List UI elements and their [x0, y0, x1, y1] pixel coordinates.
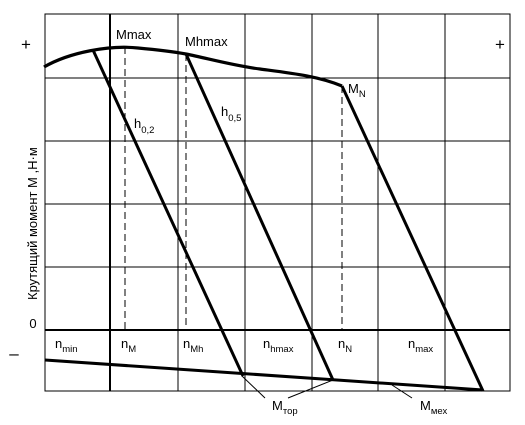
label-mhmax: Mhmax [185, 34, 228, 49]
partial-load-line-full [340, 85, 485, 392]
leader-mtop-left [241, 375, 266, 399]
label-h05: h0,5 [221, 104, 241, 124]
label-n-hmax: nhmax [263, 336, 294, 355]
zero-label: 0 [29, 316, 36, 331]
label-n-mh: nMh [183, 336, 203, 355]
label-n-m: nM [121, 336, 136, 355]
plus-sign-right: + [495, 35, 505, 54]
leader-mmex [391, 384, 413, 399]
y-axis-label: Крутящий момент М ,Н·м [25, 147, 40, 300]
projection-lines [124, 47, 343, 330]
label-n-n: nN [338, 336, 352, 355]
label-mmax: Mmax [116, 27, 152, 42]
leader-mtop-right [287, 379, 334, 399]
plus-sign: + [21, 35, 31, 54]
label-m-top: Mтор [272, 398, 298, 417]
callout-leaders [241, 375, 413, 399]
mechanical-loss-line [44, 358, 484, 392]
label-mn: MN [348, 81, 366, 100]
label-m-mex: Mмех [420, 398, 447, 417]
partial-load-line-h02 [91, 49, 245, 377]
label-h02: h0,2 [134, 116, 154, 136]
minus-sign: – [9, 344, 19, 363]
grid-frame [44, 13, 511, 392]
label-n-max: nmax [408, 336, 433, 355]
label-n-min: nmin [55, 336, 78, 355]
partial-load-line-h05 [184, 53, 335, 381]
